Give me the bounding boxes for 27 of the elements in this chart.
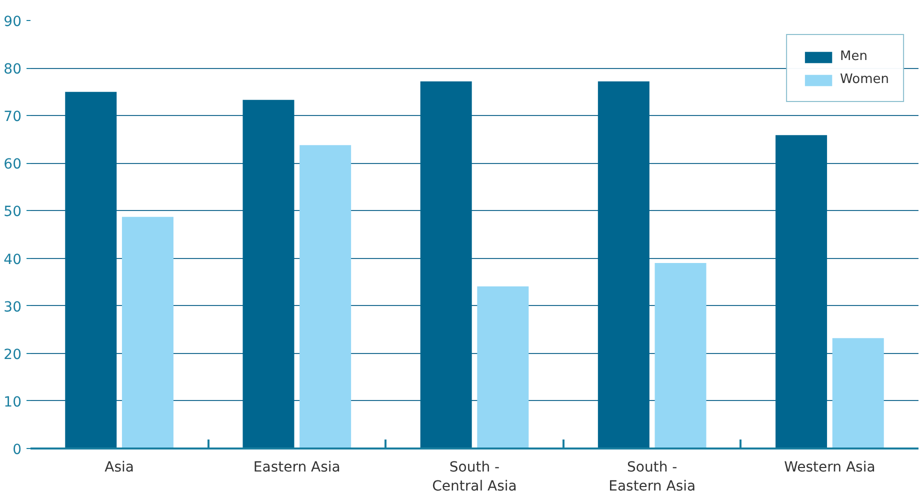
y-tick-label: 60 <box>4 156 22 173</box>
y-tick-label: 50 <box>4 204 22 220</box>
bar <box>654 263 706 448</box>
bar <box>122 216 174 448</box>
x-tick-label: South - Eastern Asia <box>608 460 696 495</box>
x-tick-label: Western Asia <box>784 460 876 476</box>
bar <box>420 81 472 448</box>
bar <box>776 135 828 448</box>
bar <box>477 286 529 448</box>
legend-label: Women <box>840 72 889 87</box>
x-tick-label: Eastern Asia <box>253 460 340 476</box>
y-tick-label: 20 <box>4 346 22 363</box>
bar <box>300 145 352 448</box>
y-tick-label: 70 <box>4 109 22 126</box>
y-tick-label: 10 <box>4 394 22 410</box>
bar <box>65 92 117 448</box>
y-tick-label: 80 <box>4 62 22 78</box>
y-tick-label: 30 <box>4 299 22 316</box>
legend-label: Men <box>840 49 868 64</box>
bar <box>832 338 884 448</box>
y-tick-label: 0 <box>12 442 22 458</box>
bar <box>242 100 294 448</box>
bar <box>598 81 650 448</box>
y-tick-label: 90 <box>4 14 22 30</box>
x-tick-label: Asia <box>104 460 134 476</box>
x-tick-label: South - Central Asia <box>432 460 517 495</box>
y-tick-label: 40 <box>4 252 22 268</box>
